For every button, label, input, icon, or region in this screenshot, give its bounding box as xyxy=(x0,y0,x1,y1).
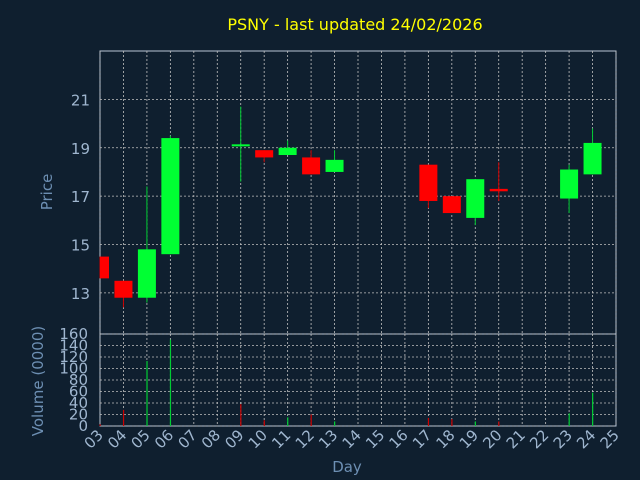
volume-tick-label: 160 xyxy=(59,325,88,343)
volume-bar xyxy=(334,421,336,426)
candle-body xyxy=(114,280,133,298)
candle-body xyxy=(302,157,321,175)
candle xyxy=(489,162,508,201)
volume-tick-label: 20 xyxy=(69,406,88,424)
price-tick-label: 15 xyxy=(71,237,90,255)
price-tick-label: 13 xyxy=(71,285,90,303)
candle xyxy=(99,256,109,279)
volume-bar xyxy=(310,414,312,426)
volume-bar xyxy=(146,361,148,426)
candle-body xyxy=(583,142,602,175)
candle-body xyxy=(325,159,344,172)
volume-bar xyxy=(240,404,242,426)
candle xyxy=(137,186,156,303)
volume-bar xyxy=(169,339,172,426)
volume-bar xyxy=(592,392,594,426)
candle-body xyxy=(560,169,579,199)
x-axis-label: Day xyxy=(332,458,362,476)
volume-bar xyxy=(498,421,500,426)
candle xyxy=(325,150,344,172)
price-tick-label: 21 xyxy=(71,91,90,109)
candle xyxy=(161,135,180,255)
price-axis-label: Price xyxy=(38,174,56,211)
volume-bar xyxy=(451,419,453,426)
candle xyxy=(302,150,321,175)
candle-body xyxy=(442,196,461,214)
candle xyxy=(583,128,602,175)
volume-axis-label: Volume (0000) xyxy=(29,326,47,436)
candle-body xyxy=(161,138,180,255)
candle xyxy=(278,140,297,156)
volume-bar xyxy=(427,417,430,426)
chart-title: PSNY - last updated 24/02/2026 xyxy=(227,15,482,34)
candle xyxy=(419,164,438,209)
volume-bar xyxy=(287,417,289,426)
candle xyxy=(114,280,133,308)
candle-body xyxy=(419,164,438,201)
candle-body xyxy=(489,188,508,192)
volume-bar xyxy=(568,413,570,426)
candle-body xyxy=(278,147,297,156)
volume-bar xyxy=(122,409,125,426)
volume-tick-label: 120 xyxy=(59,348,88,366)
volume-tick-label: 140 xyxy=(59,337,88,355)
volume-tick-label: 80 xyxy=(69,371,88,389)
volume-bar xyxy=(99,424,101,426)
volume-tick-label: 100 xyxy=(59,360,88,378)
candle xyxy=(466,179,485,226)
volume-tick-label: 0 xyxy=(78,417,88,435)
price-tick-label: 19 xyxy=(71,140,90,158)
volume-bar xyxy=(263,420,265,426)
candle-body xyxy=(137,249,156,298)
price-panel: 13 15 17 19 21 xyxy=(71,50,617,335)
volume-tick-label: 40 xyxy=(69,394,88,412)
volume-bar xyxy=(474,421,476,426)
price-tick-label: 17 xyxy=(71,188,90,206)
candle-body xyxy=(255,150,274,158)
candle-body xyxy=(466,179,485,218)
candle xyxy=(560,164,579,214)
volume-tick-label: 60 xyxy=(69,383,88,401)
candle-body xyxy=(100,256,109,279)
candle xyxy=(255,150,274,163)
candle-body xyxy=(231,144,250,147)
candle xyxy=(231,106,250,182)
candle xyxy=(442,196,461,214)
